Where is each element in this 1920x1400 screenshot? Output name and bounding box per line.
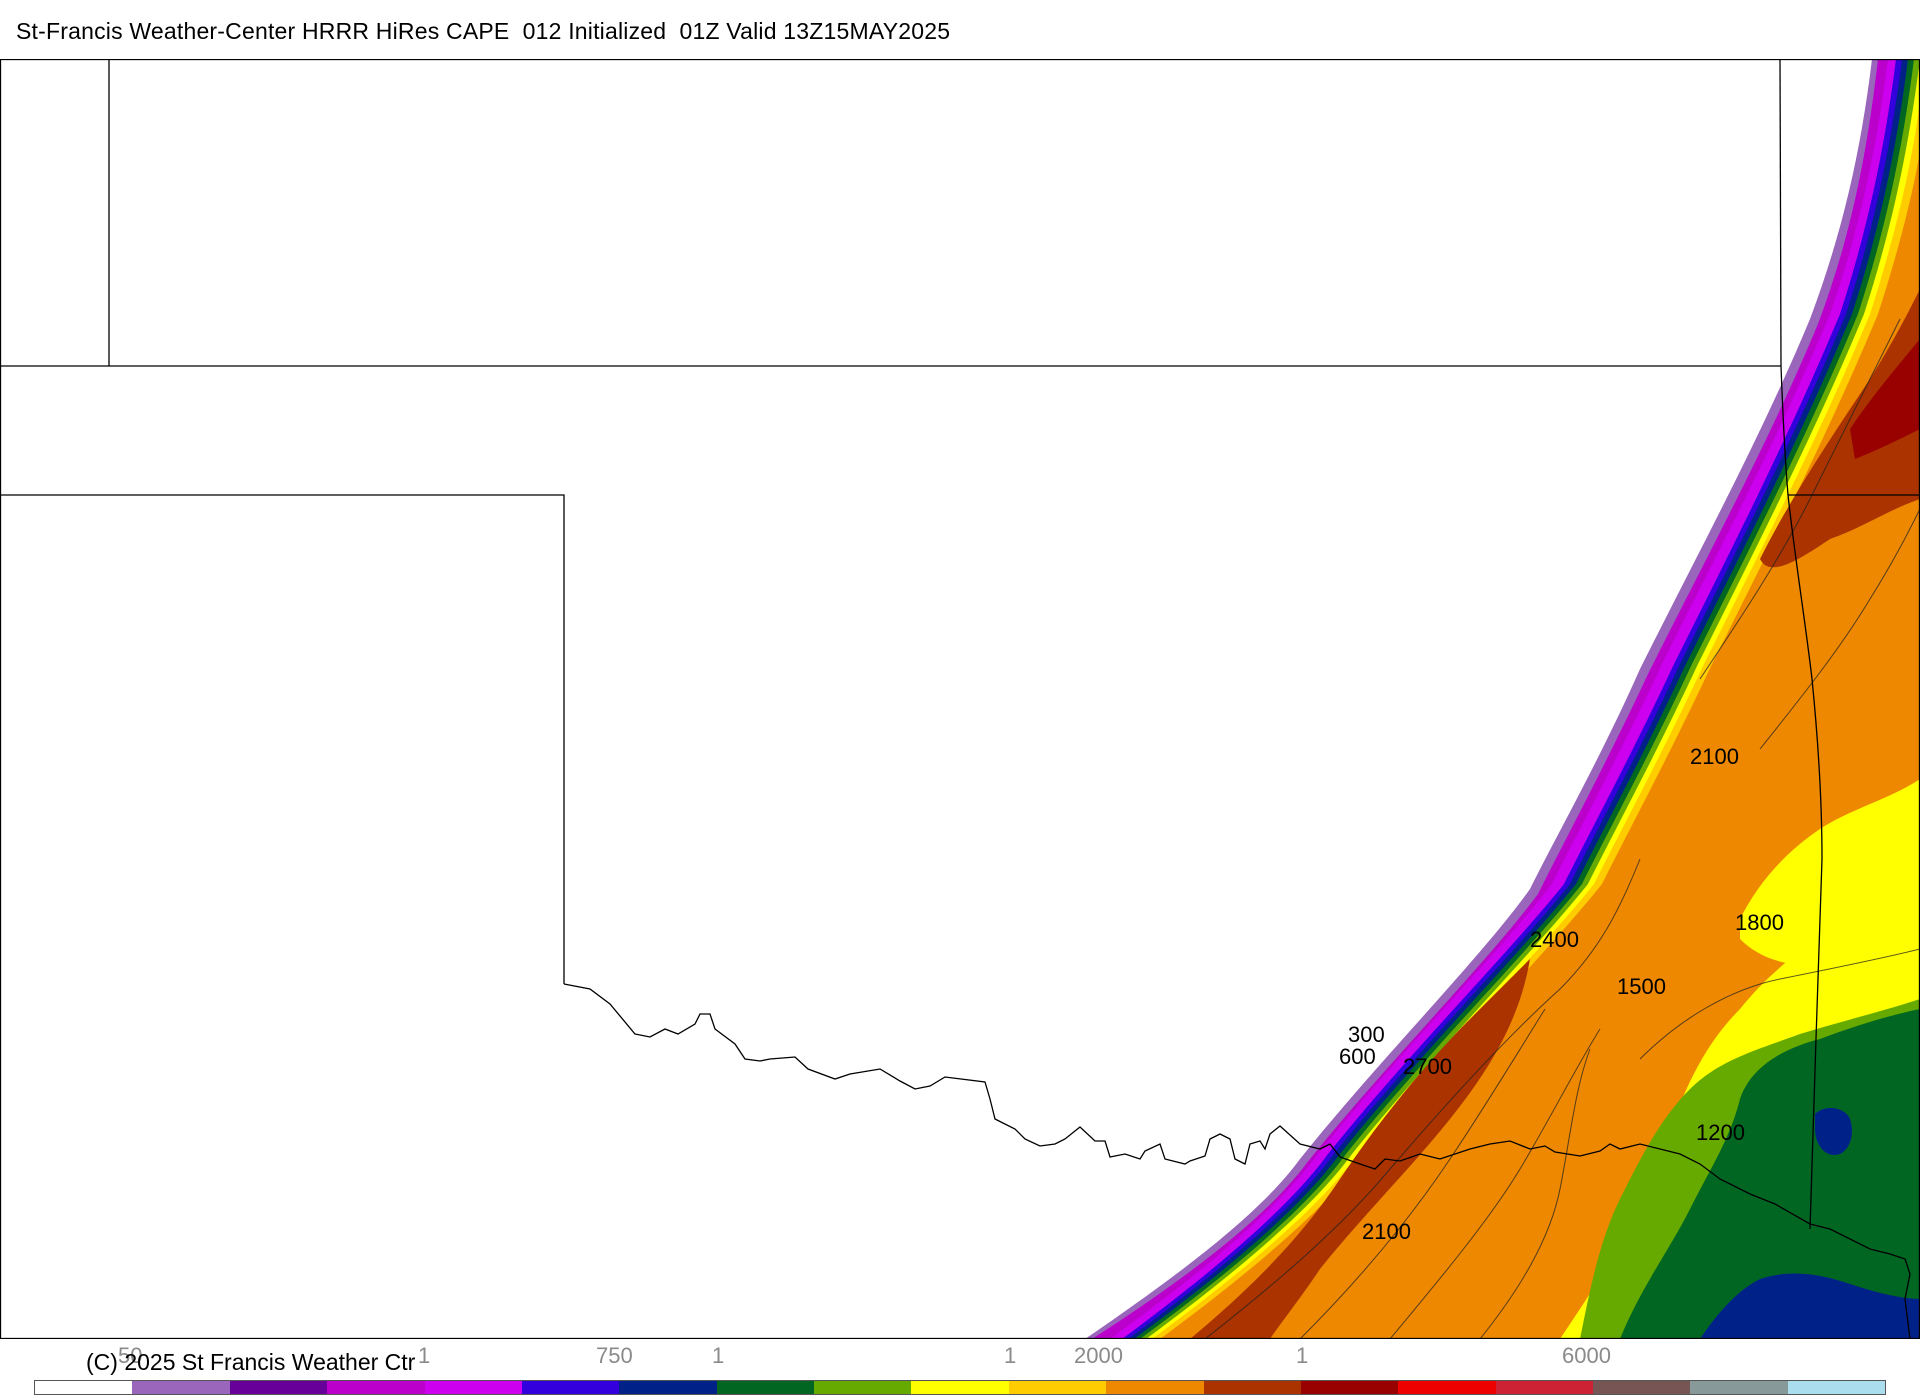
border-line-6 [1787, 494, 1823, 1230]
colorbar-segment [716, 1381, 814, 1394]
colorbar-segment [814, 1381, 912, 1394]
colorbar-tick-label: 750 [596, 1343, 633, 1368]
colorbar-segment [1398, 1381, 1496, 1394]
colorbar-tick-label: 1 [418, 1343, 431, 1368]
colorbar-segment [327, 1381, 425, 1394]
contour-label: 2700 [1403, 1054, 1452, 1079]
colorbar-segment [229, 1381, 328, 1394]
contour-label: 2100 [1362, 1219, 1411, 1244]
band-rust-north [1760, 289, 1920, 568]
colorbar-segment [1690, 1381, 1788, 1394]
colorbar-segment [424, 1381, 522, 1394]
contour-label: 300 [1348, 1022, 1385, 1047]
band-darkred-north [1850, 339, 1920, 459]
map-title: St-Francis Weather-Center HRRR HiRes CAP… [16, 18, 951, 44]
copyright-text: (C) 2025 St Francis Weather Ctr [86, 1349, 416, 1375]
cape-colorbar [34, 1380, 1886, 1395]
band-darkgreen-east [1620, 1009, 1920, 1339]
colorbar-segment [911, 1381, 1009, 1394]
contour-label: 1500 [1617, 974, 1666, 999]
colorbar-segment [1300, 1381, 1399, 1394]
colorbar-segment [619, 1381, 717, 1394]
colorbar-segment [1106, 1381, 1204, 1394]
colorbar-tick-label: 1 [1296, 1343, 1309, 1368]
band-rust-main [1190, 959, 1530, 1339]
band-yellow-ne [1740, 779, 1920, 966]
border-line-5 [1780, 365, 1920, 496]
contour-label: 1200 [1696, 1120, 1745, 1145]
colorbar-tick-label: 1 [712, 1343, 725, 1368]
state-boundaries [0, 59, 1920, 1339]
colorbar-tick-label: 6000 [1562, 1343, 1611, 1368]
colorbar-segment [1593, 1381, 1691, 1394]
contour-label: 600 [1339, 1044, 1376, 1069]
border-line-3 [1779, 59, 1782, 367]
colorbar-segment [132, 1381, 230, 1394]
colorbar-segment [35, 1381, 133, 1394]
band-navy-blob [1815, 1107, 1852, 1155]
contour-label: 2400 [1530, 927, 1579, 952]
cape-fill-bands [1085, 59, 1920, 1339]
cape-contours [1204, 318, 1920, 1339]
colorbar-tick-label: 50 [118, 1343, 143, 1368]
colorbar-segment [1203, 1381, 1301, 1394]
colorbar-segment [1008, 1381, 1107, 1394]
border-line-river [563, 983, 1911, 1339]
colorbar-segment [521, 1381, 620, 1394]
border-line-4 [0, 494, 565, 984]
colorbar-tick-label: 2000 [1074, 1343, 1123, 1368]
colorbar-segment [1495, 1381, 1593, 1394]
colorbar-segment [1787, 1381, 1886, 1394]
band-navy-se [1700, 1273, 1920, 1339]
contour-label: 1800 [1735, 910, 1784, 935]
contour-label: 2100 [1690, 744, 1739, 769]
colorbar-tick-label: 1 [1004, 1343, 1017, 1368]
